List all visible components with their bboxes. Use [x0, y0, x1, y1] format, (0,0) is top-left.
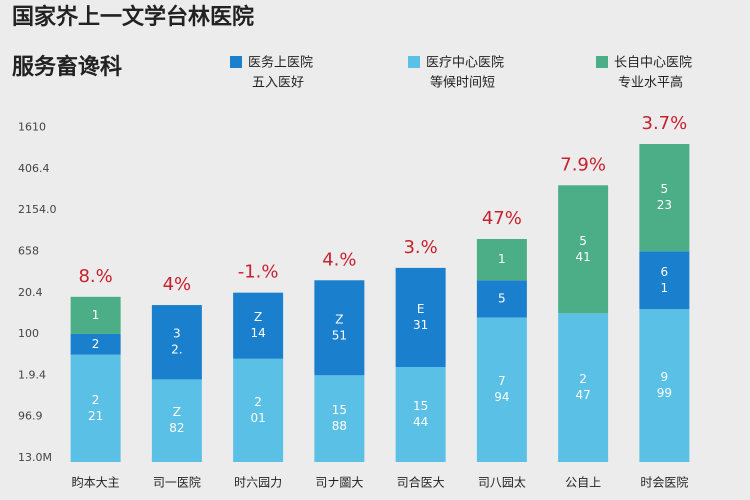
x-tick-label: 司合医大: [397, 475, 445, 490]
segment-label: 9: [661, 370, 669, 384]
bar-segment: [233, 358, 284, 462]
segment-label: 14: [250, 326, 265, 340]
segment-label: 2: [92, 393, 100, 407]
segment-label: 51: [332, 328, 347, 342]
segment-label: 1: [498, 252, 506, 266]
segment-label: 2: [254, 395, 262, 409]
x-tick-label: 时会医院: [640, 476, 688, 490]
legend-swatch: [408, 56, 420, 68]
bar-segment: [151, 305, 202, 380]
top-label: 4.%: [322, 249, 356, 270]
top-label: -1.%: [238, 262, 279, 283]
y-tick-label: 406.4: [18, 162, 50, 175]
y-tick-label: 20.4: [18, 286, 43, 299]
segment-label: 47: [575, 388, 590, 402]
legend-label: 医务上医院: [248, 55, 313, 71]
top-label: 3.7%: [642, 113, 688, 134]
segment-label: Z: [254, 310, 262, 324]
bar-segment: [314, 280, 365, 376]
segment-label: 82: [169, 421, 184, 435]
legend-swatch: [230, 56, 242, 68]
segment-label: 99: [657, 386, 672, 400]
legend-swatch: [596, 56, 608, 68]
x-tick-label: 盷本大主: [72, 475, 120, 490]
legend-label: 五入医好: [252, 76, 304, 91]
bar-segment: [314, 375, 365, 462]
segment-label: 2: [92, 337, 100, 351]
segment-label: 21: [88, 409, 103, 423]
y-tick-label: 658: [18, 245, 39, 258]
top-label: 4%: [163, 274, 192, 295]
top-label: 7.9%: [560, 154, 606, 175]
x-tick-label: 司一医院: [153, 476, 201, 490]
bar-segment: [476, 317, 527, 462]
y-tick-label: 96.9: [18, 410, 43, 423]
segment-label: 1: [661, 281, 669, 295]
segment-label: 5: [498, 291, 506, 305]
segment-label: 2.: [171, 343, 182, 357]
x-tick-label: 时六园力: [234, 476, 282, 490]
segment-label: 94: [494, 390, 509, 404]
chart-subtitle: 服务畜谗科: [12, 54, 122, 80]
x-tick-label: 司ナ圖大: [315, 476, 363, 490]
segment-label: 15: [413, 399, 428, 413]
bar-segment: [639, 143, 690, 252]
top-label: 8.%: [78, 266, 112, 287]
legend-label: 等候时间短: [430, 75, 495, 91]
segment-label: 7: [498, 374, 506, 388]
segment-label: 88: [332, 419, 347, 433]
segment-label: 31: [413, 318, 428, 332]
bar-segment: [476, 238, 527, 281]
y-tick-label: 100: [18, 327, 39, 340]
x-tick-label: 公自上: [565, 476, 601, 490]
y-tick-label: 13.0M: [18, 451, 52, 464]
segment-label: 2: [579, 372, 587, 386]
bar-segment: [395, 267, 446, 368]
legend-label: 长自中心医院: [614, 56, 692, 71]
bar-segment: [395, 367, 446, 462]
bar-segment: [151, 379, 202, 462]
top-label: 3.%: [403, 237, 437, 258]
segment-label: E: [417, 302, 425, 316]
segment-label: 5: [579, 234, 587, 248]
bar-segment: [476, 280, 527, 318]
segment-label: 6: [661, 265, 669, 279]
bar-segment: [70, 354, 121, 462]
bar-segment: [558, 313, 609, 462]
bar-segment: [70, 333, 121, 355]
top-label: 47%: [482, 208, 522, 229]
bar-segment: [639, 251, 690, 310]
segment-label: Z: [173, 405, 181, 419]
segment-label: 23: [657, 198, 672, 212]
segment-label: 3: [173, 327, 181, 341]
x-tick-label: 司八园太: [478, 475, 526, 490]
y-tick-label: 1.9.4: [18, 368, 46, 381]
y-tick-label: 2154.0: [18, 203, 57, 216]
segment-label: 15: [332, 403, 347, 417]
segment-label: 5: [661, 182, 669, 196]
segment-label: Z: [335, 312, 343, 326]
bar-segment: [639, 309, 690, 462]
bar-segment: [233, 292, 284, 359]
legend-label: 医疗中心医院: [426, 56, 504, 71]
bar-segment: [70, 296, 121, 334]
bar-segment: [558, 185, 609, 314]
segment-label: 44: [413, 415, 428, 429]
segment-label: 1: [92, 308, 100, 322]
segment-label: 41: [575, 250, 590, 264]
legend-label: 专业水平高: [618, 75, 683, 91]
chart-title: 国家岕上一文学台林医院: [12, 4, 254, 30]
y-tick-label: 1610: [18, 121, 46, 134]
segment-label: 01: [250, 411, 265, 425]
